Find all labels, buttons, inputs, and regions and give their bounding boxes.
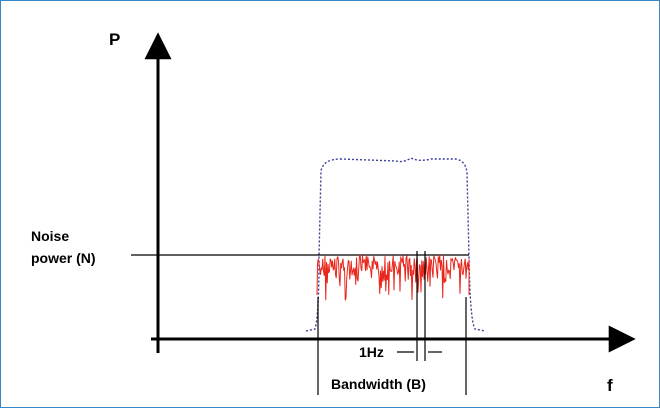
x-axis-label: f xyxy=(607,376,613,395)
bandwidth-label: Bandwidth (B) xyxy=(331,376,426,392)
y-axis-label: P xyxy=(109,30,120,49)
noise-trace xyxy=(316,254,470,301)
noise-label-line1: Noise xyxy=(31,228,69,244)
resolution-label: 1Hz xyxy=(359,344,384,360)
filter-envelope xyxy=(305,157,486,332)
noise-label-line2: power (N) xyxy=(31,250,96,266)
